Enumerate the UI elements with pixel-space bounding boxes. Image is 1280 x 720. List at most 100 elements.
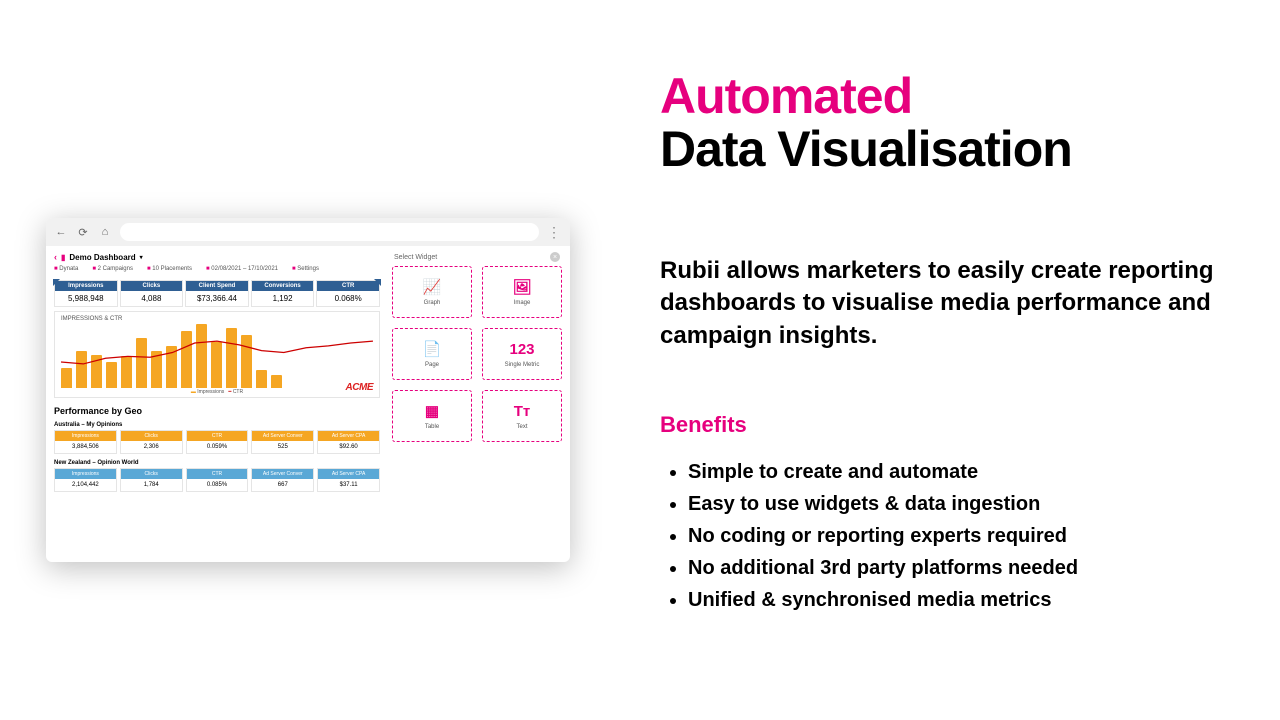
browser-menu-icon[interactable]: ⋮ — [547, 224, 562, 241]
dashboard-title: Demo Dashboard — [69, 253, 135, 262]
kpi-label: Client Spend — [186, 281, 248, 291]
widget-option-image[interactable]: 🖼Image — [482, 266, 562, 318]
geo-cell-label: Clicks — [121, 431, 182, 441]
widget-option-graph[interactable]: 📈 Graph — [392, 266, 472, 318]
geo-cell[interactable]: Impressions3,884,506 — [54, 430, 117, 454]
ctr-line — [61, 324, 373, 391]
headline: Automated Data Visualisation — [660, 70, 1240, 175]
crumb-campaigns[interactable]: 2 Campaigns — [92, 266, 133, 272]
geo-cell-label: Ad Server CPA — [318, 431, 379, 441]
geo-cell-label: Ad Server Conver — [252, 469, 313, 479]
benefit-item: No additional 3rd party platforms needed — [688, 552, 1240, 584]
close-icon[interactable]: × — [550, 252, 560, 262]
widget-icon: 📄 — [423, 340, 442, 358]
geo-cell-value: 1,784 — [121, 479, 182, 491]
address-bar[interactable] — [120, 223, 539, 241]
geo-cell-value: 2,306 — [121, 441, 182, 453]
title-dropdown-icon[interactable]: ▾ — [140, 254, 143, 261]
kpi-value: $73,366.44 — [186, 291, 248, 306]
kpi-label: Clicks — [121, 281, 183, 291]
impressions-ctr-chart[interactable]: IMPRESSIONS & CTR ▬ Impressions ━ CTR AC… — [54, 311, 380, 398]
geo-cell-label: Clicks — [121, 469, 182, 479]
marketing-copy: Automated Data Visualisation Rubii allow… — [660, 70, 1240, 616]
kpi-card[interactable]: Clicks4,088 — [120, 280, 184, 307]
kpi-value: 5,988,948 — [55, 291, 117, 306]
widget-label: Image — [514, 300, 531, 306]
widget-option-page[interactable]: 📄 Page — [392, 328, 472, 380]
widget-option-single-metric[interactable]: 123 Single Metric — [482, 328, 562, 380]
geo-cell[interactable]: Clicks2,306 — [120, 430, 183, 454]
kpi-label: Impressions — [55, 281, 117, 291]
kpi-card[interactable]: Client Spend$73,366.44 — [185, 280, 249, 307]
benefit-item: No coding or reporting experts required — [688, 520, 1240, 552]
geo-cell[interactable]: Ad Server Conver667 — [251, 468, 314, 492]
kpi-label: CTR — [317, 281, 379, 291]
refresh-icon[interactable]: ⟳ — [76, 225, 90, 239]
kpi-value: 4,088 — [121, 291, 183, 306]
widget-icon: Tᴛ — [514, 402, 531, 420]
crumb-settings[interactable]: Settings — [292, 266, 319, 272]
widget-label: Page — [425, 362, 439, 368]
kpi-value: 1,192 — [252, 291, 314, 306]
geo-table-row: Impressions3,884,506Clicks2,306CTR0.059%… — [54, 430, 380, 454]
crumb-dynata[interactable]: Dynata — [54, 266, 78, 272]
widget-icon: 123 — [509, 340, 534, 358]
widget-option-text[interactable]: Tᴛ Text — [482, 390, 562, 442]
kpi-value: 0.068% — [317, 291, 379, 306]
benefit-item: Simple to create and automate — [688, 456, 1240, 488]
geo-heading: Performance by Geo — [54, 406, 380, 416]
widget-option-table[interactable]: ▦Table — [392, 390, 472, 442]
geo-table-title: New Zealand – Opinion World — [54, 460, 380, 466]
crumb-dates[interactable]: 02/08/2021 – 17/10/2021 — [206, 266, 278, 272]
geo-cell-label: Impressions — [55, 469, 116, 479]
geo-cell-value: $92.60 — [318, 441, 379, 453]
headline-line2: Data Visualisation — [660, 123, 1240, 176]
kpi-card[interactable]: Conversions1,192 — [251, 280, 315, 307]
geo-cell-value: $37.11 — [318, 479, 379, 491]
geo-cell[interactable]: Ad Server CPA$92.60 — [317, 430, 380, 454]
geo-cell-label: Impressions — [55, 431, 116, 441]
kpi-card[interactable]: CTR0.068% — [316, 280, 380, 307]
palette-title: Select Widget — [394, 254, 437, 261]
geo-cell[interactable]: Clicks1,784 — [120, 468, 183, 492]
geo-cell[interactable]: CTR0.059% — [186, 430, 249, 454]
geo-cell-value: 0.059% — [187, 441, 248, 453]
geo-cell-value: 3,884,506 — [55, 441, 116, 453]
kpi-row: Impressions5,988,948 Clicks4,088 Client … — [54, 280, 380, 307]
benefit-item: Unified & synchronised media metrics — [688, 584, 1240, 616]
home-icon[interactable]: ⌂ — [98, 225, 112, 239]
browser-chrome: ← ⟳ ⌂ ⋮ — [46, 218, 570, 246]
benefits-heading: Benefits — [660, 412, 1240, 438]
geo-cell[interactable]: Ad Server CPA$37.11 — [317, 468, 380, 492]
breadcrumb: Dynata 2 Campaigns 10 Placements 02/08/2… — [54, 266, 380, 272]
widget-label: Graph — [424, 300, 441, 306]
lede-paragraph: Rubii allows marketers to easily create … — [660, 255, 1240, 352]
geo-cell[interactable]: CTR0.085% — [186, 468, 249, 492]
geo-cell-value: 525 — [252, 441, 313, 453]
geo-cell[interactable]: Impressions2,104,442 — [54, 468, 117, 492]
headline-line1: Automated — [660, 70, 1240, 123]
back-icon[interactable]: ← — [54, 225, 68, 239]
acme-logo: ACME — [346, 382, 373, 393]
corner-decoration — [374, 279, 381, 286]
geo-cell-label: Ad Server Conver — [252, 431, 313, 441]
widget-icon: ▦ — [425, 402, 439, 420]
widget-label: Text — [516, 424, 527, 430]
dashboard-canvas: ‹ ▮ Demo Dashboard ▾ Dynata 2 Campaigns … — [46, 246, 388, 562]
crumb-placements[interactable]: 10 Placements — [147, 266, 192, 272]
geo-cell-value: 667 — [252, 479, 313, 491]
widget-icon: 📈 — [423, 278, 442, 296]
widget-palette: Select Widget × 📈 Graph 🖼Image 📄 Page 123 Sing… — [388, 246, 570, 562]
chart-title: IMPRESSIONS & CTR — [61, 316, 373, 322]
geo-cell-label: CTR — [187, 431, 248, 441]
back-chevron-icon[interactable]: ‹ — [54, 252, 57, 262]
corner-decoration — [53, 279, 60, 286]
benefits-list: Simple to create and automate Easy to us… — [660, 456, 1240, 616]
kpi-card[interactable]: Impressions5,988,948 — [54, 280, 118, 307]
widget-label: Single Metric — [505, 362, 540, 368]
geo-cell-value: 0.085% — [187, 479, 248, 491]
geo-cell[interactable]: Ad Server Conver525 — [251, 430, 314, 454]
chart-icon: ▮ — [61, 253, 65, 262]
chart-plot-area — [61, 324, 373, 388]
geo-cell-label: CTR — [187, 469, 248, 479]
